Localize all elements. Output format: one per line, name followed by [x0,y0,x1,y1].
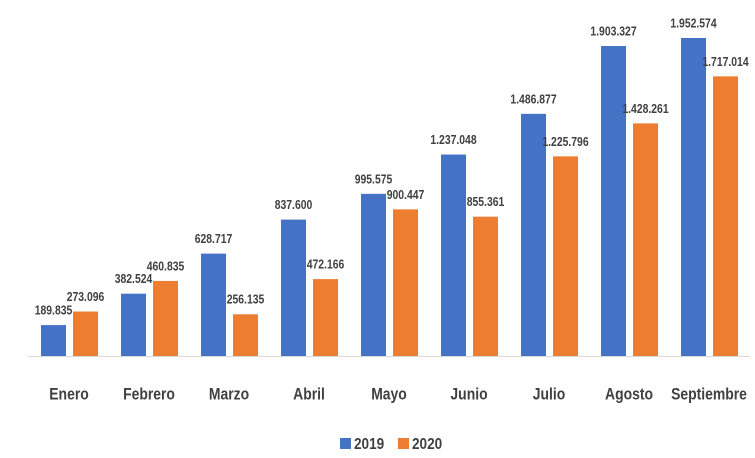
bar [473,216,498,356]
value-label: 460.835 [147,259,185,273]
bar [601,46,626,357]
value-label: 1.717.014 [702,55,749,69]
x-tick-label: Marzo [209,385,249,404]
legend-swatch [340,438,351,449]
legend-swatch [398,438,409,449]
x-tick-label: Febrero [123,385,175,404]
value-label: 1.225.796 [542,135,589,149]
bar [233,314,258,356]
value-label: 1.428.261 [622,102,669,116]
value-label: 1.903.327 [590,24,637,38]
legend-label: 2019 [354,436,384,453]
x-tick-label: Julio [533,385,566,404]
value-label: 189.835 [35,303,73,317]
x-tick-label: Agosto [605,385,653,404]
legend-label: 2020 [412,436,442,453]
bar [393,209,418,356]
value-label: 628.717 [195,232,233,246]
value-label: 1.237.048 [430,133,477,147]
bar [713,76,738,356]
value-label: 256.135 [227,293,265,307]
value-label: 472.166 [307,257,345,271]
value-label: 995.575 [355,172,393,186]
x-tick-label: Enero [49,385,88,404]
bar [281,219,306,356]
value-label: 382.524 [115,272,153,286]
value-label: 900.447 [387,188,425,202]
bar [521,113,546,356]
value-label: 273.096 [67,290,105,304]
value-label: 855.361 [467,195,505,209]
bar [681,38,706,356]
value-label: 1.952.574 [670,16,717,30]
bar [313,279,338,356]
x-tick-label: Septiembre [671,385,747,404]
x-tick-label: Abril [293,385,325,404]
bar [153,280,178,356]
bar [553,156,578,356]
bar [73,311,98,356]
bar [201,253,226,356]
value-label: 837.600 [275,198,313,212]
bar [41,325,66,356]
bar [121,293,146,356]
bar [441,154,466,356]
x-tick-label: Junio [450,385,487,404]
bar [633,123,658,357]
value-label: 1.486.877 [510,92,557,106]
x-tick-label: Mayo [371,385,407,404]
bar [361,193,386,356]
